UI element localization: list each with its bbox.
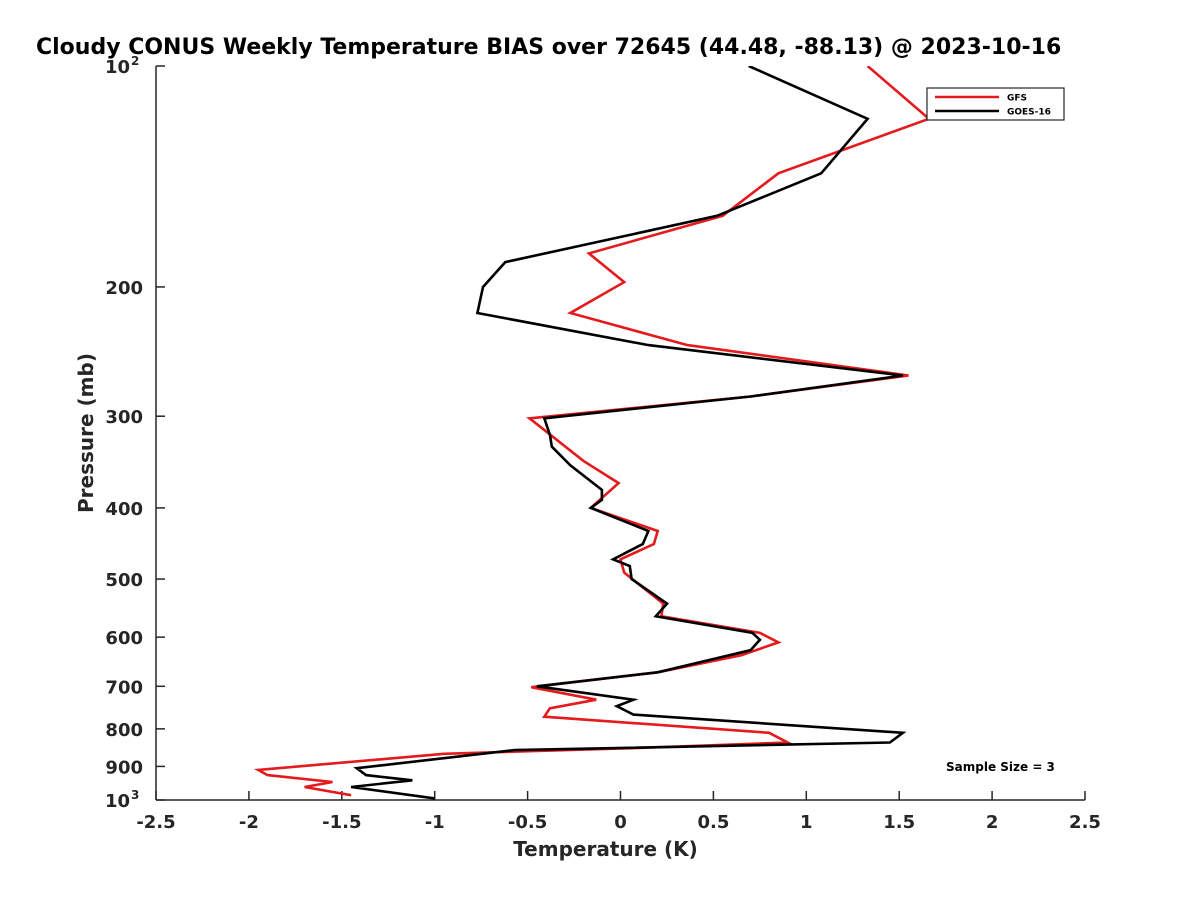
legend: GFS GOES-16	[926, 87, 1065, 121]
y-tick-label: 400	[105, 499, 143, 520]
x-tick-label: -0.5	[508, 812, 547, 833]
chart-title: Cloudy CONUS Weekly Temperature BIAS ove…	[36, 35, 1061, 60]
x-tick-label: 1	[800, 812, 813, 833]
plot-lines	[253, 66, 932, 800]
x-tick-label: 2	[986, 812, 999, 833]
y-tick-exponent: 3	[131, 788, 139, 802]
y-tick-label: 500	[105, 570, 143, 591]
y-axis-label: Pressure (mb)	[74, 353, 98, 513]
x-axis-label: Temperature (K)	[513, 837, 698, 861]
x-tick-label: -2	[239, 812, 259, 833]
y-tick-label: 600	[105, 628, 143, 649]
x-tick-label: 0	[614, 812, 627, 833]
y-tick-label: 10	[105, 791, 130, 812]
y-tick-label: 700	[105, 677, 143, 698]
y-tick-label: 200	[105, 278, 143, 299]
y-tick-label: 10	[105, 57, 130, 78]
x-tick-label: -2.5	[136, 812, 175, 833]
x-tick-label: 0.5	[697, 812, 729, 833]
x-tick-label: -1.5	[322, 812, 361, 833]
y-tick-label: 800	[105, 720, 143, 741]
x-tick-label: 2.5	[1069, 812, 1101, 833]
sample-size-annotation: Sample Size = 3	[946, 760, 1055, 774]
axes: -2.5 -2 -1.5 -1 -0.5 0 0.5 1 1.5 2 2.510 2200300400…	[105, 54, 1101, 833]
y-tick-label: 300	[105, 407, 143, 428]
series-line-goes-16	[350, 66, 907, 800]
legend-box	[926, 87, 1065, 121]
y-tick-label: 900	[105, 757, 143, 778]
legend-label: GFS	[1007, 94, 1027, 104]
x-tick-label: 1.5	[883, 812, 915, 833]
x-tick-label: -1	[425, 812, 445, 833]
legend-label: GOES-16	[1007, 108, 1051, 118]
series-line-gfs	[253, 66, 932, 797]
y-tick-exponent: 2	[131, 54, 139, 68]
